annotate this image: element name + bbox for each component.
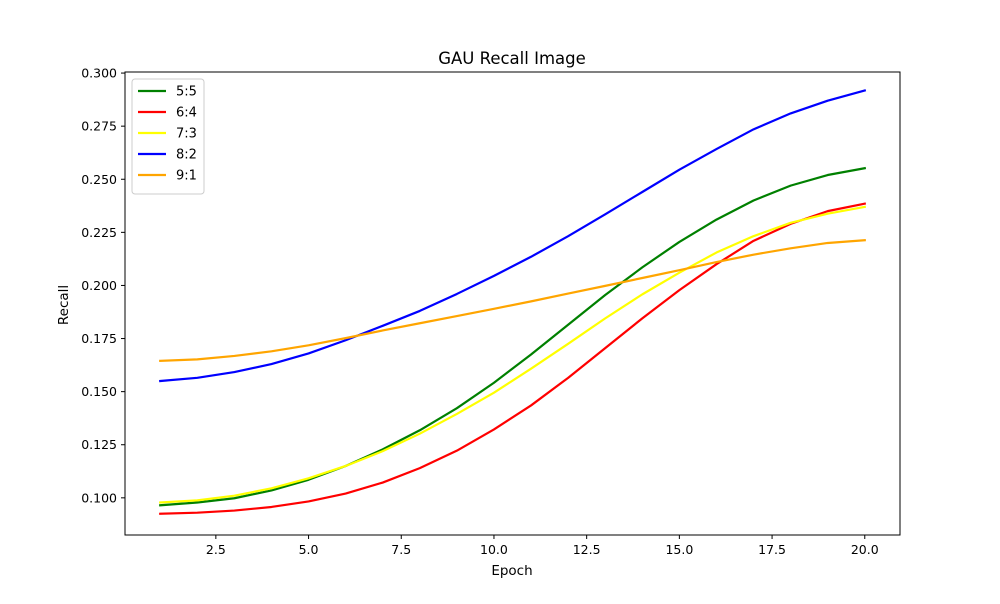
legend-label-5-5: 5:5 — [176, 85, 197, 100]
series-line-8-2 — [159, 89, 867, 383]
x-axis-label: Epoch — [491, 563, 532, 579]
legend: 5:5 6:4 7:3 8:2 9:1 — [131, 78, 205, 195]
x-tick-label: 17.5 — [758, 542, 786, 557]
legend-label-8-2: 8:2 — [176, 148, 197, 163]
legend-box — [131, 78, 205, 195]
y-tick-label: 0.275 — [81, 119, 117, 134]
y-tick-label: 0.125 — [81, 437, 117, 452]
plot-area: 2.5 5.0 7.5 10.0 12.5 15.0 17.5 20.0 0.100 0.125 0… — [81, 66, 901, 557]
legend-label-6-4: 6:4 — [176, 106, 197, 121]
series-line-7-3 — [159, 205, 867, 504]
y-tick-label: 0.175 — [81, 331, 117, 346]
x-tick-label: 2.5 — [206, 542, 226, 557]
y-tick-label: 0.100 — [81, 490, 117, 505]
y-tick-label: 0.150 — [81, 384, 117, 399]
x-tick-label: 5.0 — [299, 542, 319, 557]
y-axis-label: Recall — [56, 285, 72, 325]
x-tick-label: 12.5 — [573, 542, 601, 557]
legend-label-9-1: 9:1 — [176, 169, 197, 184]
legend-label-7-3: 7:3 — [176, 127, 197, 142]
y-tick-label: 0.200 — [81, 278, 117, 293]
series-line-6-4 — [159, 202, 867, 515]
series-line-5-5 — [159, 166, 867, 507]
x-tick-label: 20.0 — [851, 542, 879, 557]
series-line-9-1 — [159, 239, 866, 362]
axes-frame — [124, 71, 901, 536]
x-tick-label: 10.0 — [480, 542, 508, 557]
y-tick-label: 0.300 — [81, 66, 117, 81]
x-tick-label: 15.0 — [665, 542, 693, 557]
x-tick-label: 7.5 — [391, 542, 411, 557]
y-tick-label: 0.250 — [81, 172, 117, 187]
y-tick-label: 0.225 — [81, 225, 117, 240]
chart-title: GAU Recall Image — [438, 49, 586, 68]
